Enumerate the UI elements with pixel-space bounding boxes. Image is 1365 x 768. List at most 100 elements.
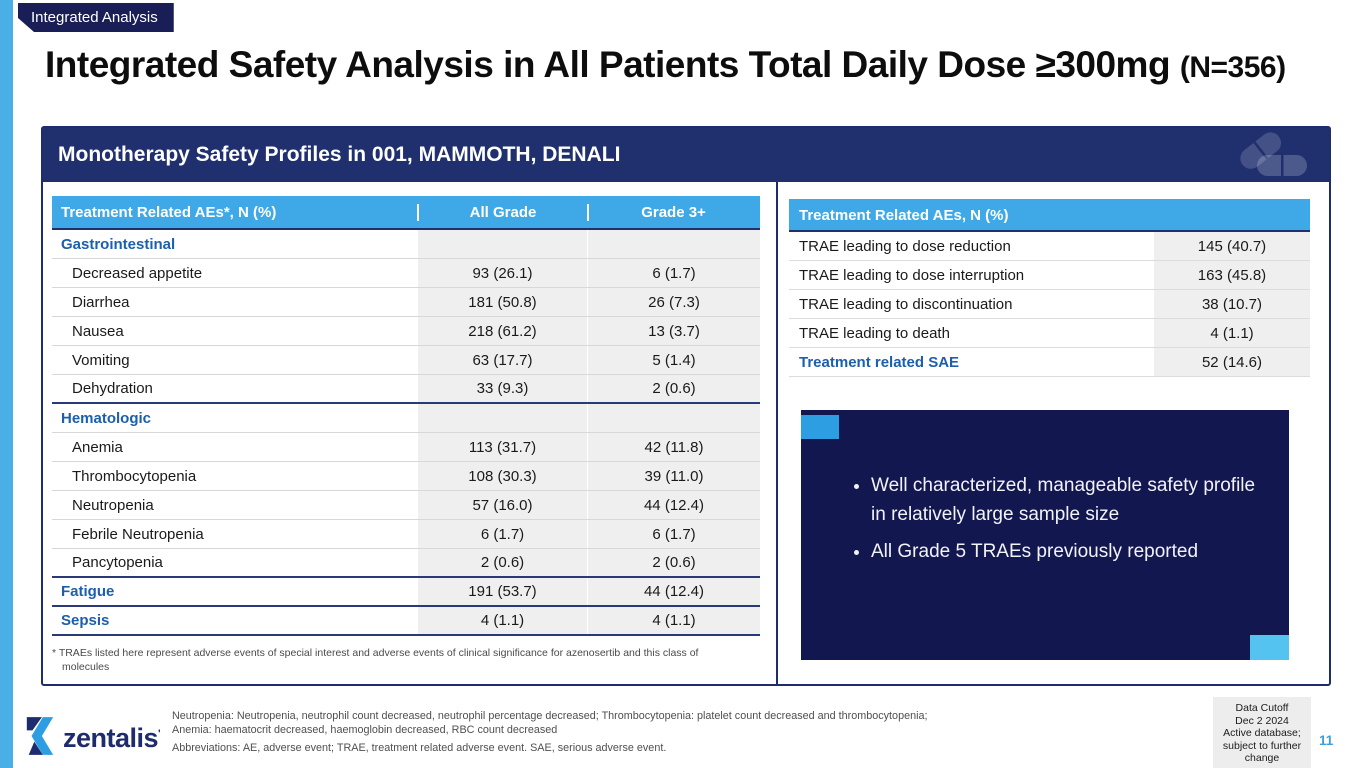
panels: Treatment Related AEs*, N (%) All Grade … xyxy=(43,182,1329,684)
row-value-grade3 xyxy=(587,230,760,258)
page-number: 11 xyxy=(1319,733,1334,748)
summary-bullet-list: Well characterized, manageable safety pr… xyxy=(801,410,1289,567)
row-label: Hematologic xyxy=(61,409,152,427)
row-value-all-grade: 2 (0.6) xyxy=(417,549,587,576)
row-value-all-grade: 113 (31.7) xyxy=(417,433,587,461)
slide-title: Integrated Safety Analysis in All Patien… xyxy=(45,44,1286,86)
row-label: Vomiting xyxy=(72,351,130,369)
data-cutoff-line: Active database; xyxy=(1223,727,1301,740)
row-label: Neutropenia xyxy=(72,496,154,514)
data-cutoff-line: change xyxy=(1244,752,1280,765)
panel-banner: Monotherapy Safety Profiles in 001, MAMM… xyxy=(43,128,1329,182)
data-cutoff-box: Data Cutoff Dec 2 2024 Active database; sub… xyxy=(1213,697,1311,768)
data-cutoff-line: Data Cutoff xyxy=(1235,702,1289,714)
row-label: Dehydration xyxy=(72,380,153,397)
row-label: Febrile Neutropenia xyxy=(72,525,204,543)
row-value-grade3: 6 (1.7) xyxy=(587,259,760,287)
decorative-square-top-left xyxy=(801,415,839,439)
content-box: Monotherapy Safety Profiles in 001, MAMM… xyxy=(41,126,1331,686)
slide-tag: Integrated Analysis xyxy=(18,3,174,32)
pills-icon xyxy=(1233,131,1313,200)
row-label: Anemia xyxy=(72,438,123,456)
table-row: Nausea 218 (61.2) 13 (3.7) xyxy=(52,317,760,346)
table-row: Fatigue 191 (53.7) 44 (12.4) xyxy=(52,578,760,607)
row-value-all-grade: 4 (1.1) xyxy=(417,607,587,634)
row-value-grade3: 2 (0.6) xyxy=(587,549,760,576)
row-value: 4 (1.1) xyxy=(1154,319,1310,347)
row-label: Gastrointestinal xyxy=(61,235,176,253)
row-label: Treatment related SAE xyxy=(799,353,960,371)
row-value-all-grade: 181 (50.8) xyxy=(417,288,587,316)
row-label: Thrombocytopenia xyxy=(72,467,197,485)
row-value: 52 (14.6) xyxy=(1154,348,1310,376)
summary-callout: Well characterized, manageable safety pr… xyxy=(801,410,1289,660)
row-value: 38 (10.7) xyxy=(1154,290,1310,318)
left-panel: Treatment Related AEs*, N (%) All Grade … xyxy=(43,182,778,684)
row-value-all-grade: 108 (30.3) xyxy=(417,462,587,490)
row-value-grade3: 2 (0.6) xyxy=(587,375,760,402)
row-value: 163 (45.8) xyxy=(1154,261,1310,289)
row-value-grade3 xyxy=(587,404,760,432)
table-row: TRAE leading to discontinuation 38 (10.7) xyxy=(789,290,1310,319)
row-value-all-grade: 6 (1.7) xyxy=(417,520,587,548)
row-label: Sepsis xyxy=(61,612,110,629)
row-value: 145 (40.7) xyxy=(1154,232,1310,260)
zentalis-logo: zentalis' xyxy=(24,716,161,761)
row-value-all-grade: 191 (53.7) xyxy=(417,578,587,605)
table-body: Gastrointestinal Decreased appetite 93 (26… xyxy=(52,230,760,636)
data-cutoff-line: subject to further xyxy=(1222,739,1302,752)
summary-bullet: All Grade 5 TRAEs previously reported xyxy=(871,538,1261,567)
column-header: Treatment Related AEs*, N (%) xyxy=(61,203,277,221)
table-row: Thrombocytopenia 108 (30.3) 39 (11.0) xyxy=(52,462,760,491)
table-row: Dehydration 33 (9.3) 2 (0.6) xyxy=(52,375,760,404)
row-value-grade3: 42 (11.8) xyxy=(587,433,760,461)
table-row: Diarrhea 181 (50.8) 26 (7.3) xyxy=(52,288,760,317)
row-label: Diarrhea xyxy=(72,293,130,311)
table-footnote: * TRAEs listed here represent adverse ev… xyxy=(52,647,699,673)
trae-outcome-table: Treatment Related AEs, N (%) TRAE leadin… xyxy=(789,199,1310,377)
row-value-grade3: 26 (7.3) xyxy=(587,288,760,316)
table-row: Gastrointestinal xyxy=(52,230,760,259)
table-header-row: Treatment Related AEs*, N (%) All Grade … xyxy=(52,196,760,230)
left-accent-bar xyxy=(0,0,13,768)
row-value-all-grade: 93 (26.1) xyxy=(417,259,587,287)
table-row: Febrile Neutropenia 6 (1.7) 6 (1.7) xyxy=(52,520,760,549)
row-value-grade3: 39 (11.0) xyxy=(587,462,760,490)
table-row: Hematologic xyxy=(52,404,760,433)
row-value-grade3: 4 (1.1) xyxy=(587,607,760,634)
table-row: Pancytopenia 2 (0.6) 2 (0.6) xyxy=(52,549,760,578)
zentalis-logo-mark-icon xyxy=(24,716,56,761)
table-header-row: Treatment Related AEs, N (%) xyxy=(789,199,1310,232)
footnote-line: Neutropenia: Neutropenia, neutrophil cou… xyxy=(172,710,928,722)
footer-notes: Neutropenia: Neutropenia, neutrophil cou… xyxy=(172,709,927,755)
slide-title-n: (N=356) xyxy=(1179,51,1286,84)
panel-banner-title: Monotherapy Safety Profiles in 001, MAMM… xyxy=(58,143,621,166)
row-value-grade3: 13 (3.7) xyxy=(587,317,760,345)
table-row: Anemia 113 (31.7) 42 (11.8) xyxy=(52,433,760,462)
zentalis-wordmark: zentalis' xyxy=(63,723,161,753)
row-value-all-grade: 218 (61.2) xyxy=(417,317,587,345)
row-value-grade3: 44 (12.4) xyxy=(587,578,760,605)
row-value-grade3: 44 (12.4) xyxy=(587,491,760,519)
table-row: Vomiting 63 (17.7) 5 (1.4) xyxy=(52,346,760,375)
row-value-all-grade: 57 (16.0) xyxy=(417,491,587,519)
slide-title-main: Integrated Safety Analysis in All Patien… xyxy=(45,44,1180,85)
decorative-square-bottom-right xyxy=(1250,635,1289,660)
column-header: Grade 3+ xyxy=(587,203,758,221)
row-label: TRAE leading to dose reduction xyxy=(799,237,1011,255)
table-row: TRAE leading to dose reduction 145 (40.7) xyxy=(789,232,1310,261)
table-row: TRAE leading to death 4 (1.1) xyxy=(789,319,1310,348)
row-value-grade3: 6 (1.7) xyxy=(587,520,760,548)
row-label: Decreased appetite xyxy=(72,264,203,282)
row-label: Nausea xyxy=(72,322,124,340)
table-body: TRAE leading to dose reduction 145 (40.7)… xyxy=(789,232,1310,377)
trae-by-category-table: Treatment Related AEs*, N (%) All Grade … xyxy=(52,196,760,636)
row-label: Fatigue xyxy=(61,583,115,600)
data-cutoff-line: Dec 2 2024 xyxy=(1235,714,1289,727)
row-label: TRAE leading to discontinuation xyxy=(799,295,1013,313)
row-label: TRAE leading to death xyxy=(799,324,950,342)
row-label: TRAE leading to dose interruption xyxy=(799,266,1025,284)
table-row: Sepsis 4 (1.1) 4 (1.1) xyxy=(52,607,760,636)
footnote-line: Anemia: haematocrit decreased, haemoglob… xyxy=(172,724,558,737)
